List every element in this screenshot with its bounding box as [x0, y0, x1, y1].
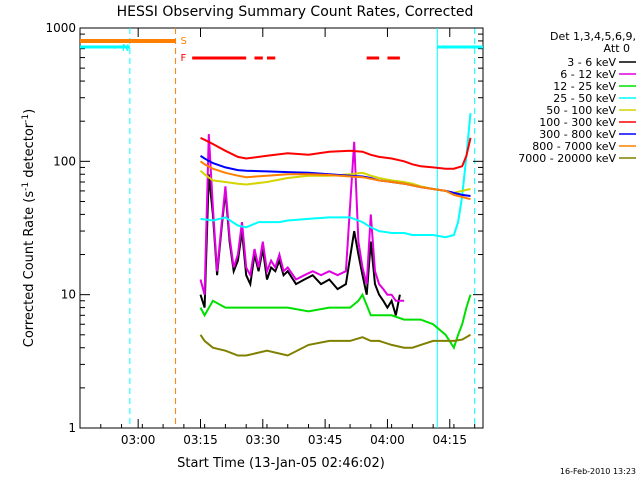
legend-header-2: Att 0 — [604, 42, 630, 55]
legend-label: 25 - 50 keV — [553, 92, 616, 105]
legend-label: 3 - 6 keV — [567, 56, 616, 69]
x-tick-label: 03:00 — [121, 433, 156, 447]
plot-frame — [79, 27, 484, 429]
flag-label-f: F — [181, 53, 187, 64]
y-axis-ticks: 1 10 100 1000 — [45, 21, 483, 435]
footer-date: 16-Feb-2010 13:23 — [560, 467, 636, 476]
y-label-part-1: Corrected Count Rate (s — [22, 191, 37, 348]
y-axis-label: Corrected Count Rate (s-1 detector-1) — [21, 109, 37, 347]
x-tick-label: 03:30 — [246, 433, 281, 447]
legend-header-1: Det 1,3,4,5,6,9, — [550, 30, 636, 43]
series-line-2 — [199, 292, 472, 351]
legend-label: 7000 - 20000 keV — [518, 152, 616, 165]
legend-label: 12 - 25 keV — [553, 80, 616, 93]
y-label-part-2: detector — [22, 122, 37, 182]
series-line-8 — [199, 333, 472, 357]
x-tick-label: 03:15 — [183, 433, 218, 447]
flag-annotations: S N F — [80, 36, 483, 64]
legend-label: 100 - 300 keV — [539, 116, 616, 129]
x-axis-label: Start Time (13-Jan-05 02:46:02) — [177, 456, 385, 471]
event-marker-lines — [129, 28, 476, 428]
legend-label: 300 - 800 keV — [539, 128, 616, 141]
series-lines — [199, 113, 472, 357]
y-tick-label: 1000 — [45, 21, 76, 35]
y-label-sup-1: -1 — [21, 182, 31, 191]
y-tick-label: 100 — [53, 154, 76, 168]
x-tick-label: 03:45 — [308, 433, 343, 447]
y-label-part-3: ) — [22, 109, 37, 114]
x-tick-label: 04:15 — [432, 433, 467, 447]
series-line-1 — [199, 134, 405, 302]
legend-label: 6 - 12 keV — [560, 68, 616, 81]
y-tick-label: 1 — [68, 421, 76, 435]
series-line-5 — [200, 136, 472, 170]
flag-label-n: N — [122, 43, 129, 54]
legend-label: 800 - 7000 keV — [532, 140, 616, 153]
series-line-7 — [199, 160, 471, 201]
y-label-sup-2: -1 — [21, 114, 31, 123]
flag-label-s: S — [181, 36, 187, 47]
y-tick-label: 10 — [61, 288, 76, 302]
series-line-3 — [200, 113, 472, 239]
x-tick-label: 04:00 — [370, 433, 405, 447]
chart-title: HESSI Observing Summary Count Rates, Cor… — [117, 4, 474, 20]
legend-label: 50 - 100 keV — [546, 104, 616, 117]
x-axis-ticks: 03:00 03:15 03:30 03:45 04:00 04:15 — [79, 28, 476, 447]
